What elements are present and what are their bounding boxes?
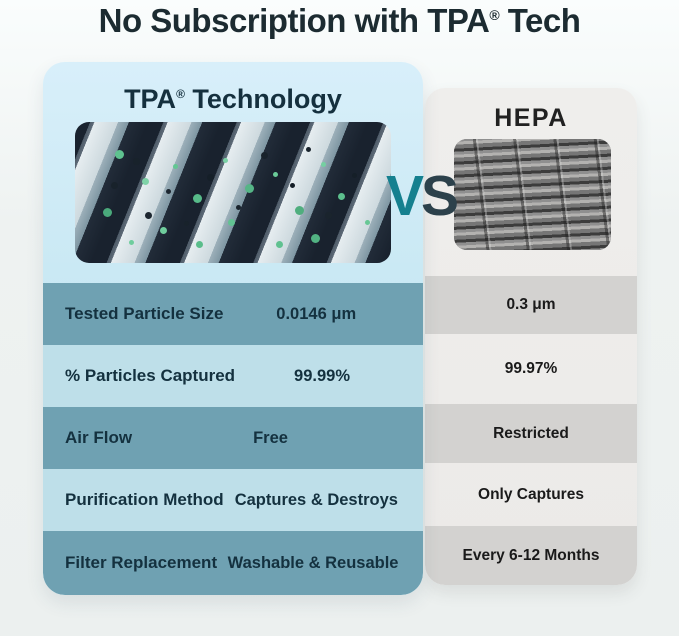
hepa-card: HEPA 0.3 μm 99.97% Restricted Only Captu…: [425, 88, 637, 585]
row-value: Free: [253, 428, 288, 447]
versus-s: S: [421, 164, 459, 228]
table-row: Filter Replacement Washable & Reusable: [43, 531, 423, 595]
row-value: Restricted: [493, 424, 569, 442]
row-label: Purification Method: [65, 490, 224, 509]
row-label: Tested Particle Size: [65, 304, 224, 323]
versus-label: VS: [386, 168, 459, 225]
row-value: 99.97%: [504, 360, 558, 377]
table-row: Only Captures: [425, 463, 637, 526]
table-row: Purification Method Captures & Destroys: [43, 469, 423, 531]
hepa-card-title: HEPA: [494, 104, 568, 132]
row-label: Filter Replacement: [65, 553, 218, 572]
page-title-suffix: Tech: [499, 2, 581, 39]
row-label: Air Flow: [65, 428, 133, 447]
page-title-text: No Subscription with TPA: [98, 2, 490, 39]
versus-v: V: [386, 164, 424, 228]
row-value: Captures & Destroys: [234, 490, 398, 509]
page-title: No Subscription with TPA® Tech: [0, 2, 679, 40]
table-row: % Particles Captured 99.99%: [43, 345, 423, 407]
row-value: 0.0146 μm: [276, 304, 357, 323]
table-row: Every 6-12 Months: [425, 526, 637, 585]
tpa-card-title-suffix: Technology: [184, 84, 342, 114]
table-row: 0.3 μm: [425, 276, 637, 334]
row-label: % Particles Captured: [65, 366, 236, 385]
row-value: 99.99%: [294, 366, 351, 385]
table-row: Restricted: [425, 404, 637, 463]
dark-particles-decoration: [75, 122, 82, 129]
row-value: Only Captures: [478, 485, 584, 503]
row-value: Every 6-12 Months: [462, 546, 600, 564]
table-row: 99.97%: [425, 334, 637, 404]
table-row: Air Flow Free: [43, 407, 423, 469]
table-row: Tested Particle Size 0.0146 μm: [43, 283, 423, 345]
row-value: 0.3 μm: [506, 296, 556, 313]
hepa-filter-mesh-texture: [454, 139, 611, 250]
row-value: Washable & Reusable: [227, 553, 399, 572]
tpa-technology-card: TPA® Technology Tested Particle Size 0.0…: [43, 62, 423, 595]
hepa-filter-mesh-image: [454, 139, 611, 250]
tpa-filter-plates-image: [75, 122, 391, 263]
tpa-card-title: TPA® Technology: [43, 84, 423, 115]
registered-trademark-symbol: ®: [176, 87, 185, 101]
tpa-comparison-rows: Tested Particle Size 0.0146 μm % Particl…: [43, 283, 423, 595]
registered-trademark-symbol: ®: [489, 7, 500, 23]
tpa-card-title-text: TPA: [124, 84, 177, 114]
